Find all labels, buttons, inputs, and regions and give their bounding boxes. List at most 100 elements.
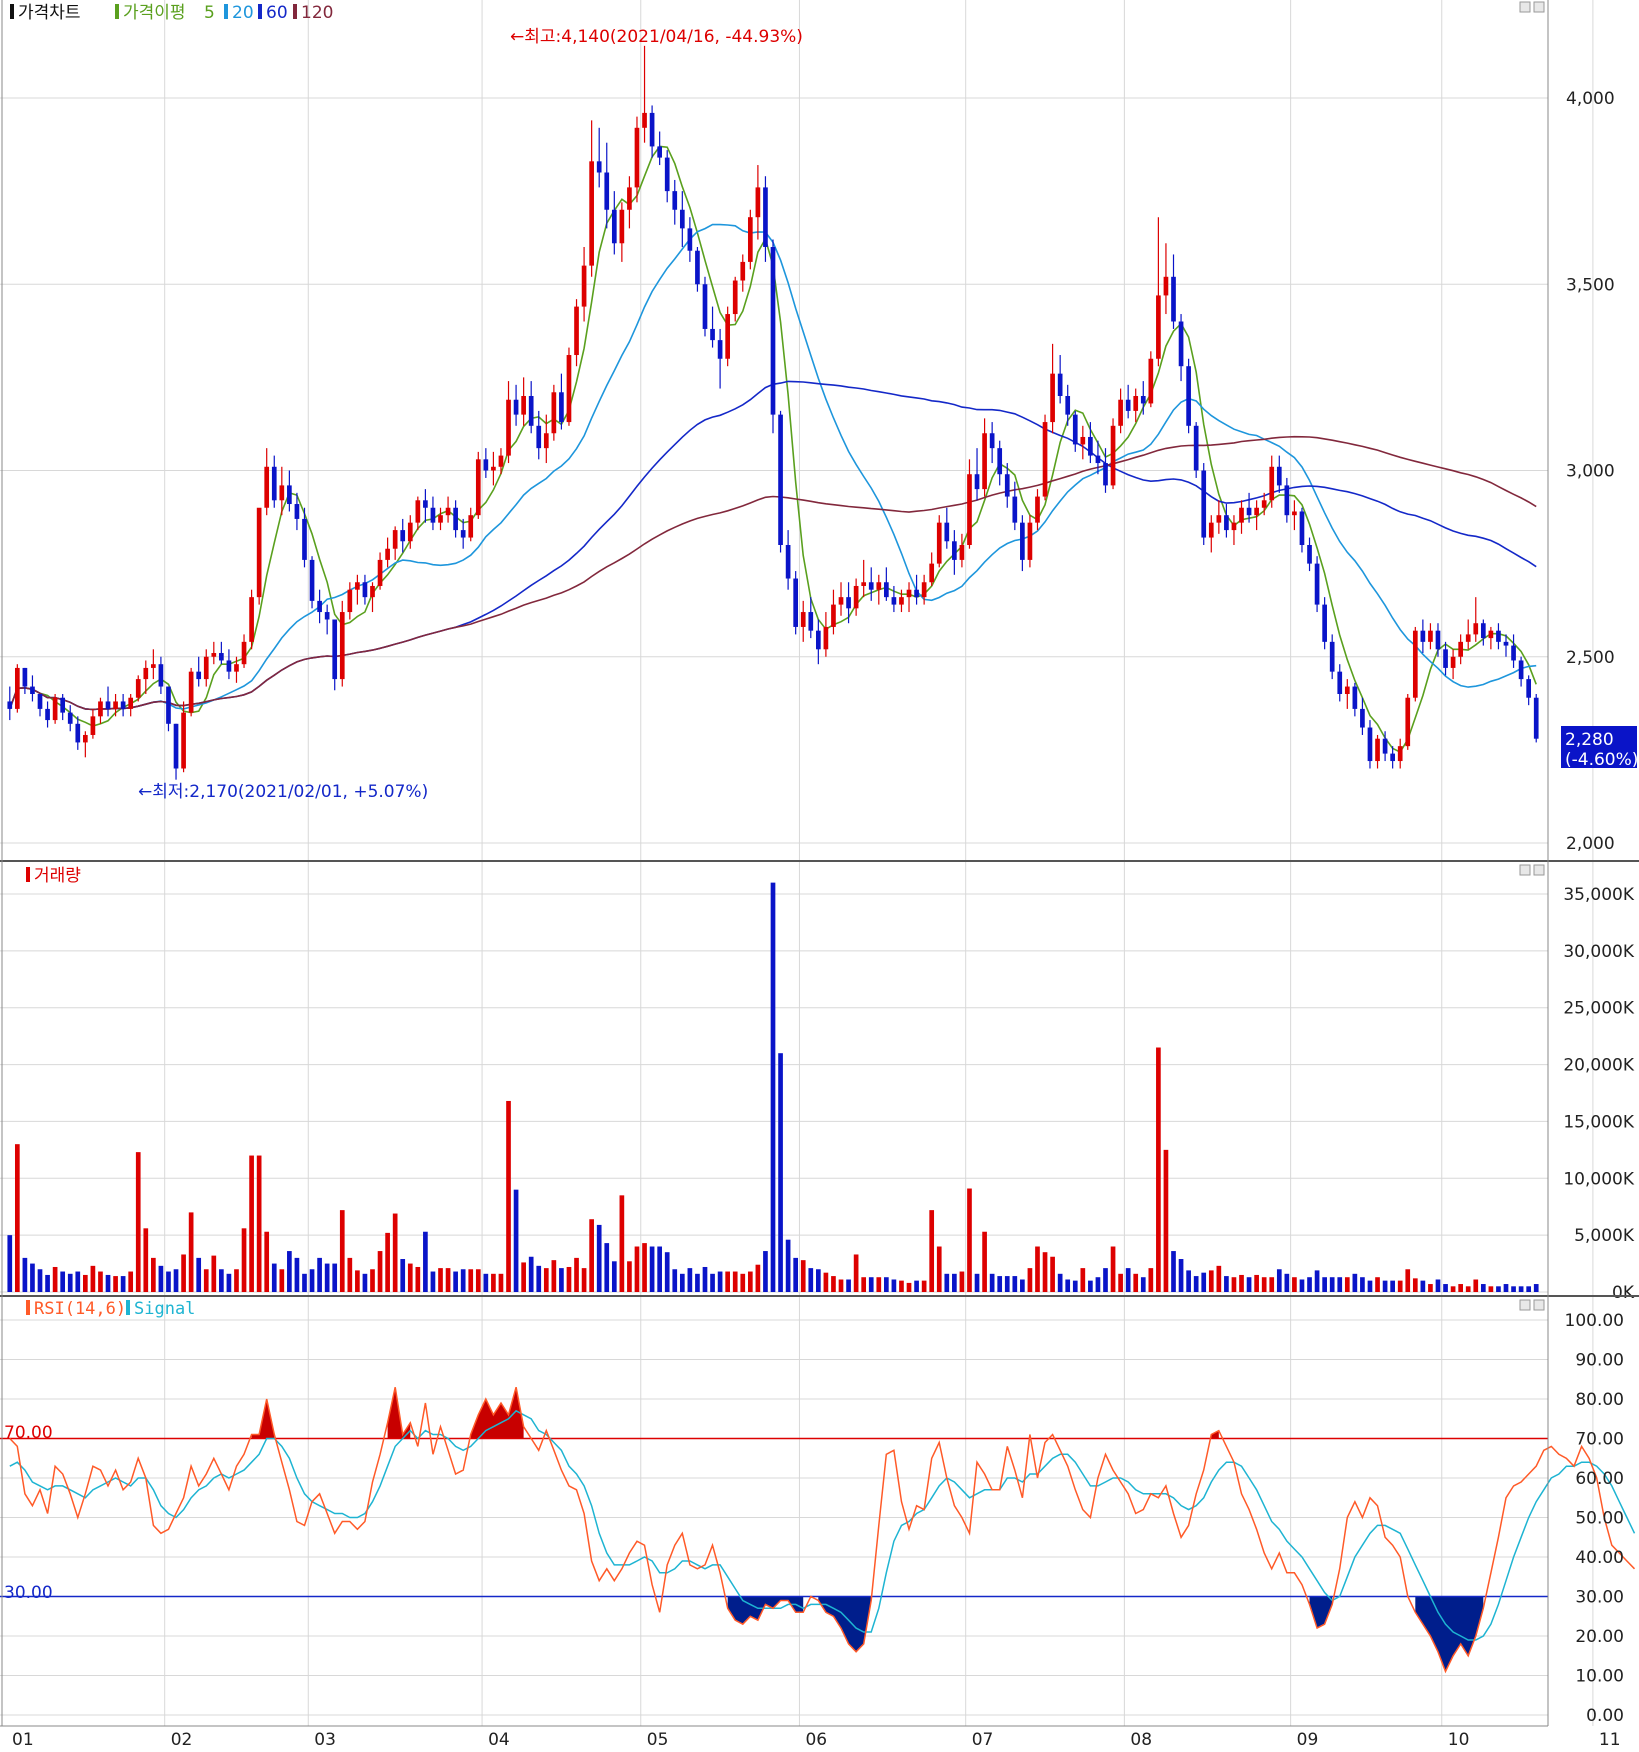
volume-bar [1050,1256,1055,1292]
candle-body [128,697,134,709]
candle-body [1027,522,1033,560]
volume-panel-controls[interactable] [1519,864,1545,876]
price-candle [302,507,307,568]
volume-bar [498,1273,504,1292]
volume-bar [423,1231,428,1292]
close-icon[interactable] [1533,1299,1545,1311]
price-candle [1254,500,1259,531]
candle-body [166,686,171,724]
candle-body [120,701,126,709]
volume-bar [740,1273,746,1292]
volume-bar [1088,1280,1093,1292]
price-candle [1322,597,1327,650]
last-price: 2,280 [1565,730,1614,750]
candle-body [1314,563,1320,605]
candle-body [891,597,897,605]
candle-body [702,284,708,329]
legend-ma120: 120 [301,3,333,23]
candle-body [899,597,904,605]
candle-body [188,671,194,713]
volume-bar [1042,1252,1048,1292]
price-candle [1443,641,1448,676]
volume-bar [566,1266,572,1292]
candle-body [1322,604,1327,642]
price-candle [1450,649,1456,680]
volume-y-tick: 35,000K [1563,885,1634,905]
price-candle [596,127,602,188]
close-icon[interactable] [1533,864,1545,876]
volume-bar [1518,1286,1524,1292]
price-candle [853,578,859,616]
minimize-icon[interactable] [1519,1,1531,13]
price-candle [952,530,957,575]
volume-bar [1095,1277,1101,1292]
price-candle [1042,414,1048,501]
candle-body [1156,295,1161,359]
price-panel-controls[interactable] [1519,1,1545,13]
price-candle [1261,492,1267,516]
volume-bar [1367,1280,1373,1292]
volume-bar [1314,1270,1320,1292]
candle-body [158,664,164,687]
price-candle [196,656,202,687]
minimize-icon[interactable] [1519,1299,1531,1311]
candle-body [98,701,103,717]
price-candle [1246,492,1252,523]
volume-bar [800,1260,806,1292]
volume-bar [362,1273,368,1292]
volume-bar [778,1053,783,1292]
candle-body [302,518,307,560]
candle-body [1307,545,1312,564]
candle-body [491,466,496,471]
price-candle [1420,619,1426,654]
price-candle [808,597,814,639]
volume-bar [1133,1273,1139,1292]
candle-body [695,250,700,285]
price-candle [1201,463,1207,545]
price-candle [271,455,277,508]
volume-bar [264,1231,270,1292]
volume-bar [672,1269,678,1292]
x-tick-label: 07 [972,1730,994,1750]
price-candle [1458,634,1463,665]
price-candle [211,641,217,665]
volume-bar [1065,1279,1071,1292]
volume-bar [952,1273,957,1292]
price-candle [1133,388,1139,423]
volume-bar [559,1268,564,1292]
close-icon[interactable] [1533,1,1545,13]
candle-body [1208,522,1214,538]
volume-bar [604,1243,610,1292]
candle-body [22,667,28,687]
candle-body [241,641,247,665]
volume-bar [30,1263,35,1292]
volume-bar [838,1279,844,1292]
volume-bar [415,1266,421,1292]
volume-bar [1503,1284,1509,1292]
price-candle [438,507,443,531]
volume-bar [664,1252,670,1292]
price-candle [868,567,874,601]
candle-body [815,630,821,650]
price-candle [1382,731,1388,762]
candle-body [438,515,443,523]
minimize-icon[interactable] [1519,864,1531,876]
candle-body [1292,511,1297,516]
candle-body [1095,455,1101,464]
price-candles [7,45,1539,780]
price-candle [838,582,844,616]
price-candle [1140,381,1146,415]
price-candle [604,142,610,229]
rsi-y-tick: 60.00 [1575,1469,1624,1489]
candle-body [1057,373,1063,396]
candle-body [1193,425,1199,471]
volume-bar [1390,1280,1395,1292]
high-annotation: ←최고:4,140(2021/04/16, -44.93%) [510,27,803,47]
overbought-label: 70.00 [4,1423,53,1443]
ma120-line [9,435,1537,711]
price-candle [785,530,791,590]
rsi-panel-controls[interactable] [1519,1299,1545,1311]
candle-body [430,507,436,523]
volume-bar [1412,1278,1418,1292]
price-candle [468,507,474,542]
